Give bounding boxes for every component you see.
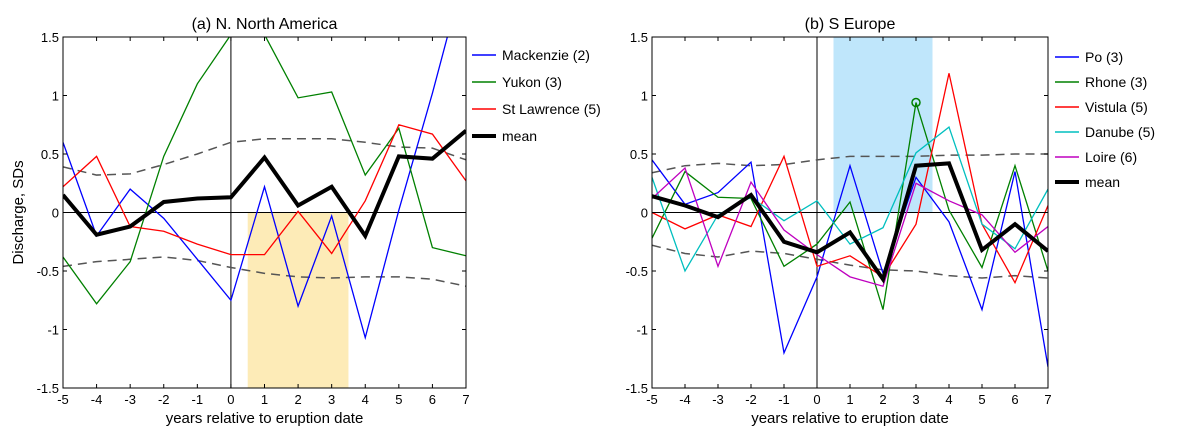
- y-tick-label: -0.5: [626, 264, 648, 279]
- x-tick-label: 3: [912, 392, 919, 407]
- bound-upper-line: [63, 138, 466, 176]
- x-tick-label: 1: [261, 392, 268, 407]
- y-tick-label: 0.5: [630, 147, 648, 162]
- chart-title: (a) N. North America: [192, 16, 338, 33]
- legend-label-st-lawrence-5: St Lawrence (5): [502, 101, 601, 117]
- x-tick-label: 2: [879, 392, 886, 407]
- legend-label-mean: mean: [502, 128, 537, 144]
- highlight-region: [247, 212, 349, 388]
- legend-label-mackenzie-2: Mackenzie (2): [502, 47, 590, 63]
- x-tick-label: 3: [328, 392, 335, 407]
- legend-label-po-3: Po (3): [1085, 49, 1123, 65]
- legend-label-danube-5: Danube (5): [1085, 124, 1155, 140]
- y-tick-label: 1.5: [41, 30, 59, 45]
- x-tick-label: 1: [846, 392, 853, 407]
- series-line-rhone-3: [652, 102, 1048, 310]
- x-tick-label: -5: [57, 392, 69, 407]
- x-tick-label: 6: [1011, 392, 1018, 407]
- series-line-mean: [63, 129, 466, 241]
- series-line-loire-6: [652, 166, 1048, 288]
- x-tick-label: -3: [712, 392, 724, 407]
- panel-a: -5 -4 -3 -2 -1 0 1 2 3 4 5 6 7 -1.5 -1 -0.5 0 0.5 1 1.5 (a) …: [10, 16, 601, 427]
- highlight-region: [833, 37, 933, 213]
- x-tick-label: 0: [813, 392, 820, 407]
- x-tick-label: 7: [1044, 392, 1051, 407]
- x-tick-label: 4: [362, 392, 369, 407]
- x-tick-label: -4: [91, 392, 103, 407]
- x-tick-label: -3: [124, 392, 136, 407]
- legend-label-rhone-3: Rhone (3): [1085, 74, 1147, 90]
- x-tick-label: -1: [778, 392, 790, 407]
- x-tick-label: -2: [158, 392, 170, 407]
- bound-lower-line: [63, 256, 466, 287]
- series-line-yukon-3: [63, 37, 466, 305]
- x-tick-label: 5: [395, 392, 402, 407]
- chart-title: (b) S Europe: [805, 16, 896, 33]
- x-tick-label: 7: [462, 392, 469, 407]
- x-tick-label: -1: [192, 392, 204, 407]
- x-axis-label: years relative to eruption date: [751, 410, 949, 427]
- series-line-po-3: [652, 159, 1048, 368]
- bound-upper-line: [652, 153, 1048, 174]
- series-line-mackenzie-2: [63, 37, 449, 341]
- x-tick-label: -4: [679, 392, 691, 407]
- series-line-mean: [652, 161, 1048, 284]
- x-tick-label: -5: [646, 392, 658, 407]
- y-axis-label: Discharge, SDs: [10, 160, 27, 264]
- panel-b: -5 -4 -3 -2 -1 0 1 2 3 4 5 6 7 -1.5 -1 -0.5 0 0.5 1 1.5 (b) …: [626, 16, 1155, 427]
- y-tick-label: -0.5: [37, 264, 59, 279]
- y-tick-label: -1.5: [626, 381, 648, 396]
- x-tick-label: -2: [745, 392, 757, 407]
- legend-label-vistula-5: Vistula (5): [1085, 99, 1148, 115]
- x-axis-label: years relative to eruption date: [166, 410, 364, 427]
- x-tick-label: 4: [945, 392, 952, 407]
- plot-area: [652, 37, 1048, 388]
- highlight-marker: [911, 97, 921, 108]
- legend-label-loire-6: Loire (6): [1085, 149, 1137, 165]
- plot-area: [63, 37, 466, 388]
- y-tick-label: -1: [47, 323, 59, 338]
- y-tick-label: -1: [636, 323, 648, 338]
- x-tick-label: 2: [294, 392, 301, 407]
- legend: Po (3) Rhone (3) Vistula (5) Danube (5) Loir…: [1055, 49, 1155, 190]
- y-tick-label: 1: [641, 89, 648, 104]
- x-tick-label: 0: [227, 392, 234, 407]
- bound-lower-line: [652, 244, 1048, 279]
- y-tick-label: 1.5: [630, 30, 648, 45]
- legend-label-mean: mean: [1085, 174, 1120, 190]
- legend-label-yukon-3: Yukon (3): [502, 74, 562, 90]
- y-tick-label: 1: [52, 89, 59, 104]
- legend: Mackenzie (2) Yukon (3) St Lawrence (5) mea…: [472, 47, 601, 144]
- x-tick-label: 6: [429, 392, 436, 407]
- y-tick-label: 0.5: [41, 147, 59, 162]
- y-tick-label: -1.5: [37, 381, 59, 396]
- y-tick-label: 0: [52, 206, 59, 221]
- x-tick-label: 5: [978, 392, 985, 407]
- y-tick-label: 0: [641, 206, 648, 221]
